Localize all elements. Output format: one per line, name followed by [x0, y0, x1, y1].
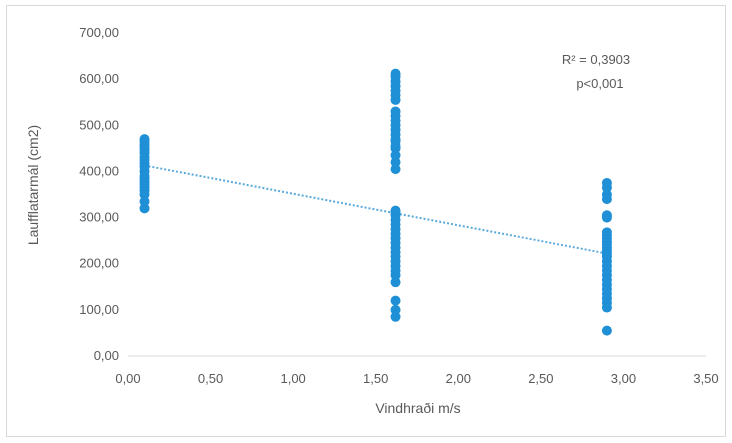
- p-value-annotation: p<0,001: [576, 76, 623, 91]
- data-point: [390, 311, 401, 322]
- data-point: [139, 196, 150, 207]
- data-point: [390, 295, 401, 306]
- data-point: [139, 134, 150, 145]
- chart-frame: 0,00 0,50 1,00 1,50 2,00 2,50 3,00 3,50 0,00 100,…: [6, 5, 726, 437]
- axis-layer: 0,00 0,50 1,00 1,50 2,00 2,50 3,00 3,50 0,00 100,…: [79, 25, 718, 386]
- x-tick-label: 1,50: [363, 371, 388, 386]
- data-point: [390, 205, 401, 216]
- x-tick-label: 2,50: [528, 371, 553, 386]
- data-point: [139, 185, 150, 196]
- data-point: [390, 304, 401, 315]
- scatter-chart: 0,00 0,50 1,00 1,50 2,00 2,50 3,00 3,50 0,00 100,…: [25, 25, 719, 416]
- x-axis-title: Vindhraði m/s: [375, 400, 460, 416]
- data-point: [390, 134, 401, 145]
- data-point: [390, 106, 401, 117]
- x-tick-label: 2,00: [446, 371, 471, 386]
- trendline-layer: [144, 164, 608, 255]
- data-point: [390, 157, 401, 168]
- data-point: [390, 277, 401, 288]
- y-tick-label: 600,00: [79, 71, 119, 86]
- x-tick-label: 1,00: [280, 371, 305, 386]
- y-tick-label: 400,00: [79, 163, 119, 178]
- y-tick-label: 200,00: [79, 256, 119, 271]
- y-axis-title: Laufflatarmál (cm2): [25, 125, 41, 245]
- data-point: [601, 210, 612, 221]
- data-point: [601, 227, 612, 238]
- data-point: [390, 141, 401, 152]
- y-tick-label: 100,00: [79, 302, 119, 317]
- r-squared-annotation: R² = 0,3903: [562, 52, 630, 67]
- data-point: [390, 164, 401, 175]
- data-point: [601, 189, 612, 200]
- y-tick-label: 700,00: [79, 25, 119, 40]
- x-tick-label: 3,00: [611, 371, 636, 386]
- y-tick-label: 300,00: [79, 210, 119, 225]
- data-point: [390, 150, 401, 161]
- y-tick-label: 0,00: [94, 348, 119, 363]
- y-tick-label: 500,00: [79, 117, 119, 132]
- data-point: [390, 68, 401, 79]
- data-points-layer: [139, 68, 612, 336]
- x-tick-label: 0,50: [198, 371, 223, 386]
- trendline: [144, 164, 608, 255]
- data-point: [601, 177, 612, 188]
- x-tick-label: 0,00: [115, 371, 140, 386]
- x-tick-label: 3,50: [693, 371, 718, 386]
- data-point: [139, 203, 150, 214]
- data-point: [601, 325, 612, 336]
